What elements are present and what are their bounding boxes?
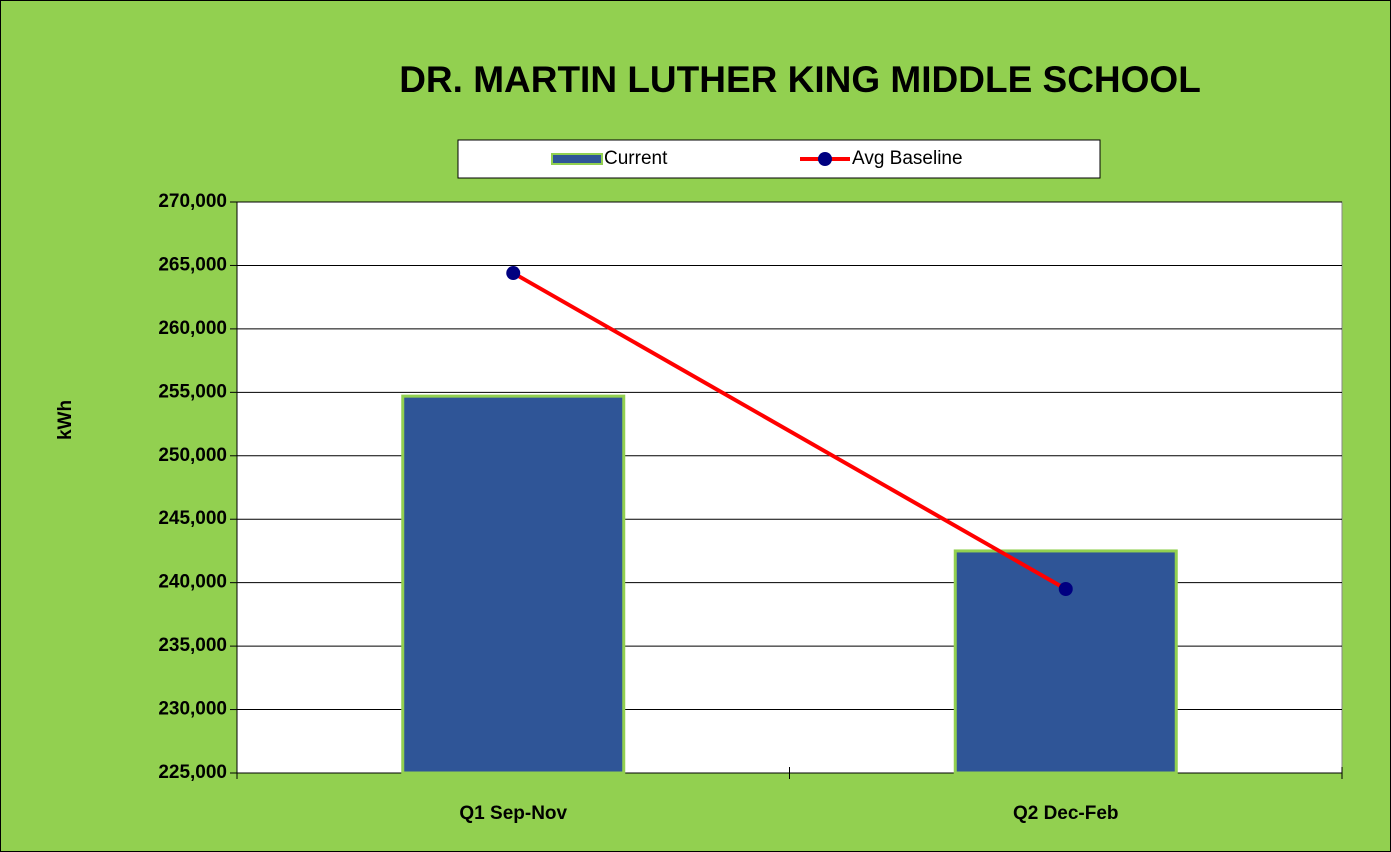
y-tick-label: 240,000 — [158, 572, 227, 593]
y-tick-label: 270,000 — [158, 191, 227, 212]
x-tick-label: Q2 Dec-Feb — [1013, 803, 1119, 824]
marker — [506, 266, 521, 281]
chart-title: DR. MARTIN LUTHER KING MIDDLE SCHOOL — [399, 59, 1201, 100]
y-tick-label: 235,000 — [158, 635, 227, 656]
x-tick-label: Q1 Sep-Nov — [459, 803, 567, 824]
y-tick-label: 225,000 — [158, 762, 227, 783]
y-tick-label: 260,000 — [158, 318, 227, 339]
y-tick-label: 255,000 — [158, 381, 227, 402]
legend-label: Avg Baseline — [852, 148, 963, 169]
y-tick-label: 265,000 — [158, 254, 227, 275]
y-tick-label: 230,000 — [158, 699, 227, 720]
legend-label: Current — [604, 148, 668, 169]
y-tick-label: 250,000 — [158, 445, 227, 466]
y-axis-label: kWh — [55, 400, 76, 440]
line — [512, 271, 1067, 591]
bar — [401, 394, 626, 775]
legend-marker — [818, 152, 832, 166]
legend-swatch — [551, 153, 603, 165]
marker — [1058, 582, 1073, 597]
y-tick-label: 245,000 — [158, 508, 227, 529]
